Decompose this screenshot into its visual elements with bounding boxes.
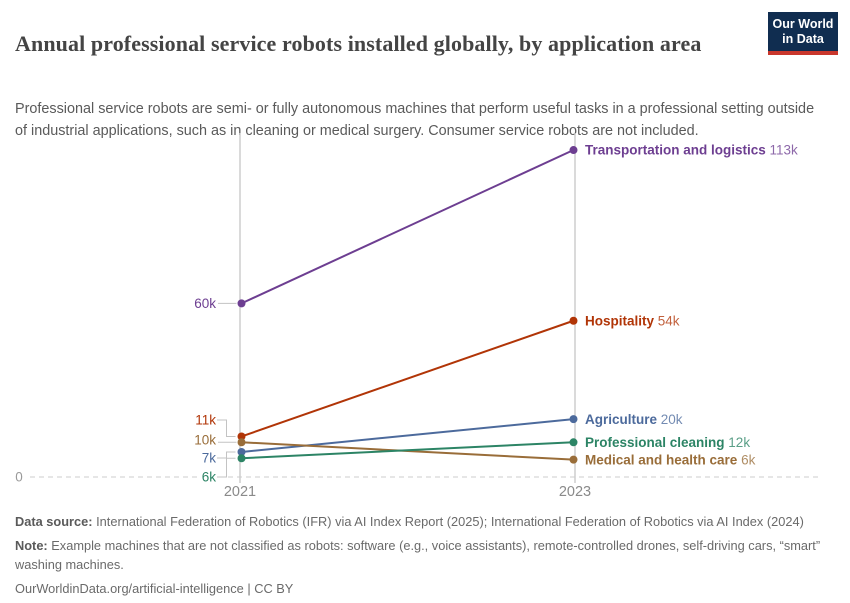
series-dot-professional-cleaning-2021 xyxy=(237,454,246,463)
note-label: Note: xyxy=(15,538,48,553)
axis-label-7k-agriculture: 7k xyxy=(202,451,217,466)
axis-label-60k-transportation-and-logistics: 60k xyxy=(194,296,216,311)
series-dot-transportation-and-logistics-2021 xyxy=(237,299,246,308)
x-axis-label-2023: 2023 xyxy=(559,484,591,500)
series-dot-transportation-and-logistics-2023 xyxy=(569,146,578,155)
series-dot-agriculture-2021 xyxy=(237,447,246,456)
axis-label-10k-medical-and-health-care: 10k xyxy=(194,433,216,448)
owid-logo-line1: Our World xyxy=(772,17,834,31)
license-line: OurWorldinData.org/artificial-intelligen… xyxy=(15,581,294,596)
note-line: Note: Example machines that are not clas… xyxy=(15,536,837,574)
data-source-label: Data source: xyxy=(15,514,93,529)
series-label-professional-cleaning: Professional cleaning 12k xyxy=(585,435,750,450)
note-text: Example machines that are not classified… xyxy=(15,538,821,572)
series-dot-hospitality-2023 xyxy=(569,316,578,325)
series-line-hospitality xyxy=(241,319,574,438)
x-axis-label-2021: 2021 xyxy=(224,484,256,500)
series-dot-medical-and-health-care-2021 xyxy=(237,438,246,447)
series-label-hospitality: Hospitality 54k xyxy=(585,313,680,328)
page-title: Annual professional service robots insta… xyxy=(15,30,702,56)
series-dot-medical-and-health-care-2023 xyxy=(569,455,578,464)
chart-footer: Data source: International Federation of… xyxy=(15,512,837,603)
axis-label-11k-hospitality: 11k xyxy=(195,413,216,428)
chart-subtitle: Professional service robots are semi- or… xyxy=(15,101,815,140)
axis-label-zero: 0 xyxy=(15,470,23,485)
series-dot-agriculture-2023 xyxy=(569,415,578,424)
series-dot-professional-cleaning-2023 xyxy=(569,438,578,447)
series-line-transportation-and-logistics xyxy=(241,149,574,305)
owid-logo-line2: in Data xyxy=(782,32,824,46)
series-dot-hospitality-2021 xyxy=(237,432,246,441)
series-line-professional-cleaning xyxy=(241,441,574,460)
tick-connector-hospitality xyxy=(217,419,236,437)
series-label-medical-and-health-care: Medical and health care 6k xyxy=(585,452,756,467)
tick-connector-agriculture xyxy=(217,451,236,459)
series-line-agriculture xyxy=(241,418,574,453)
series-label-agriculture: Agriculture 20k xyxy=(585,412,683,427)
data-source-text: International Federation of Robotics (IF… xyxy=(96,514,804,529)
tick-connector-professional-cleaning xyxy=(217,457,236,478)
axis-label-6k-professional-cleaning: 6k xyxy=(202,470,217,485)
data-source-line: Data source: International Federation of… xyxy=(15,512,837,531)
series-label-transportation-and-logistics: Transportation and logistics 113k xyxy=(585,143,798,158)
owid-logo: Our World in Data xyxy=(768,12,838,55)
